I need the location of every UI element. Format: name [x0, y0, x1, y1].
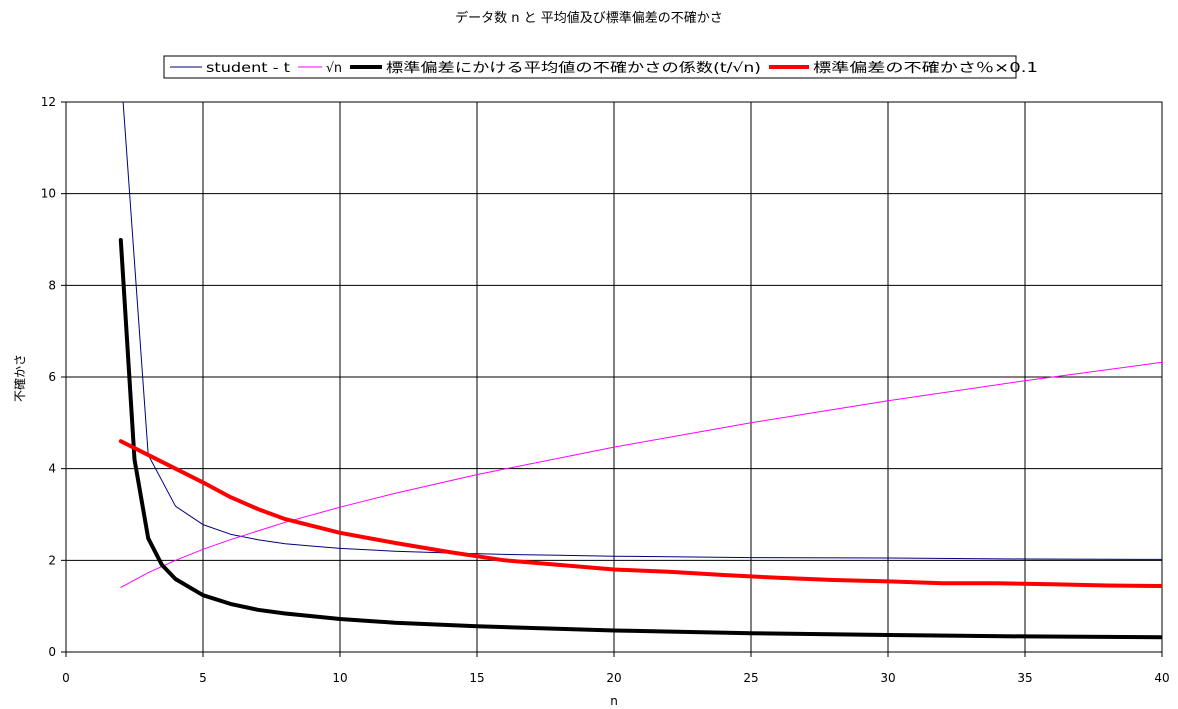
legend-box: [163, 55, 1017, 79]
chart-title: データ数 n と 平均値及び標準偏差の不確かさ: [455, 10, 723, 26]
x-axis-label: n: [610, 694, 618, 708]
y-tick-label: 0: [48, 645, 56, 659]
legend: student - t √n 標準偏差にかける平均値の不確かさの係数(t/√n) 標準…: [163, 55, 1038, 79]
legend-label: student - t: [206, 61, 290, 76]
series-line-1: [122, 102, 1162, 560]
y-axis-ticks: 0 2 4 6 8 10 12: [41, 95, 66, 659]
x-tick-label: 15: [469, 671, 484, 685]
x-tick-label: 40: [1154, 671, 1169, 685]
x-tick-label: 25: [743, 671, 758, 685]
y-tick-label: 6: [48, 370, 56, 384]
y-axis-label: 不確かさ: [12, 354, 27, 402]
y-tick-label: 4: [48, 462, 56, 476]
plot-area: [65, 101, 1163, 653]
y-tick-label: 12: [41, 95, 56, 109]
x-tick-label: 0: [62, 671, 70, 685]
x-tick-label: 30: [880, 671, 895, 685]
series-line-3: [118, 238, 1162, 640]
x-tick-label: 35: [1017, 671, 1032, 685]
series-group: [118, 102, 1162, 640]
x-tick-label: 5: [199, 671, 207, 685]
legend-label: √n: [326, 61, 342, 76]
series-line-4: [118, 439, 1162, 588]
y-tick-label: 10: [41, 187, 56, 201]
grid: [66, 102, 1162, 652]
y-tick-label: 8: [48, 278, 56, 292]
series-line-2: [120, 361, 1162, 588]
legend-label: 標準偏差にかける平均値の不確かさの係数(t/√n): [386, 60, 761, 76]
x-axis-ticks: 0 5 10 15 20 25 30 35 40: [62, 652, 1170, 685]
x-tick-label: 20: [606, 671, 621, 685]
y-tick-label: 2: [48, 553, 56, 567]
legend-label: 標準偏差の不確かさ％×0.1: [813, 60, 1038, 76]
x-tick-label: 10: [332, 671, 347, 685]
